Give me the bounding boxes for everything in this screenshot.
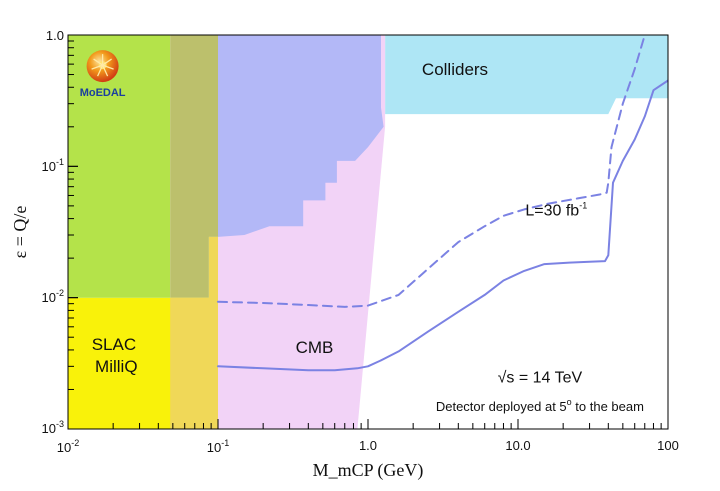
exclusion-regions (68, 35, 668, 429)
region-green-excluded-region (68, 35, 171, 298)
x-tick-label-1: 10-2 (57, 438, 79, 455)
x-tick-label-5: 100 (657, 438, 679, 453)
deployment-annotation: Detector deployed at 5o to the beam (436, 397, 644, 414)
logo-text: MoEDAL (80, 87, 126, 99)
slac-label-line-2: MilliQ (95, 357, 138, 376)
region-colliders (218, 35, 668, 115)
energy-annotation: √s = 14 TeV (498, 370, 583, 387)
region-orange-overlap-band (170, 236, 218, 429)
y-tick-label-1: 10-3 (42, 419, 64, 436)
slac-label-line-1: SLAC (92, 335, 136, 354)
x-tick-labels: 10-2 10-1 1.0 10.0 100 (57, 438, 679, 455)
luminosity-annotation: L=30 fb-1 (525, 200, 587, 219)
x-tick-label-2: 10-1 (207, 438, 229, 455)
sensitivity-curves (217, 35, 668, 372)
y-tick-label-3: 10-1 (42, 157, 64, 174)
moedal-logo: MoEDAL (80, 50, 126, 99)
y-tick-label-4: 1.0 (46, 28, 64, 43)
x-axis-label: M_mCP (GeV) (313, 460, 424, 481)
plot-area (68, 35, 668, 429)
region-olive-overlap-band (170, 35, 218, 298)
logo-rays (91, 54, 114, 77)
solid-sensitivity-curve (217, 79, 668, 372)
y-axis-label: ε = Q/e (10, 206, 30, 259)
x-tick-label-4: 10.0 (505, 438, 530, 453)
x-tick-label-3: 1.0 (359, 438, 377, 453)
axis-ticks (67, 34, 669, 430)
slac-milliq-label: SLAC MilliQ (92, 335, 141, 376)
y-tick-labels: 10-3 10-2 10-1 1.0 (42, 28, 64, 436)
colliders-label: Colliders (422, 60, 488, 79)
region-blue-excluded-region (218, 35, 384, 237)
cmb-label: CMB (296, 338, 334, 357)
y-tick-label-2: 10-2 (42, 288, 64, 305)
